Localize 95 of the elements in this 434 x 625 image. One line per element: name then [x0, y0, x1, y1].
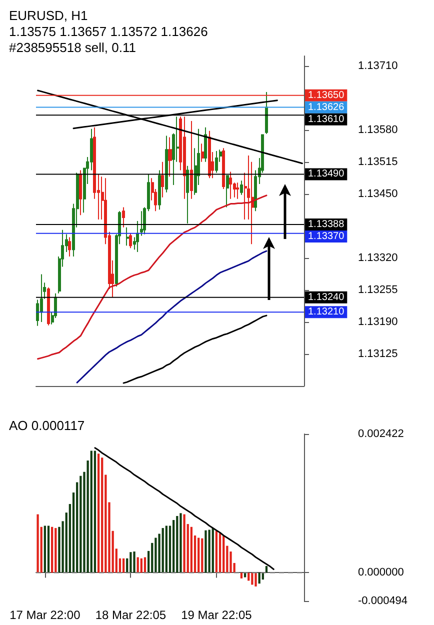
ref-line-label: 1.13388 — [308, 218, 345, 230]
bar — [218, 533, 222, 573]
y-tick-label: 1.13450 — [358, 188, 398, 200]
candlestick — [47, 286, 50, 326]
chart-title: AO 0.000117 — [9, 418, 85, 433]
bar — [240, 572, 243, 578]
candlestick — [158, 170, 161, 210]
line-series — [37, 90, 303, 164]
bar — [176, 516, 178, 573]
y-tick-label: 1.13255 — [358, 284, 398, 296]
candlestick — [229, 171, 232, 200]
bar — [90, 450, 92, 573]
candlestick — [161, 161, 164, 198]
bar — [190, 526, 193, 573]
ref-line-label: 1.13240 — [308, 292, 345, 303]
bar — [154, 538, 157, 573]
bar — [208, 530, 210, 573]
bar — [201, 538, 204, 573]
bar — [248, 572, 250, 581]
bar — [165, 526, 168, 573]
x-tick-label: 17 Mar 22:00 — [10, 608, 81, 622]
ref-line-label: 1.13370 — [308, 230, 345, 242]
bar — [133, 552, 136, 573]
bar — [251, 572, 254, 585]
ref-line-label: 1.13610 — [308, 114, 345, 125]
candlestick — [168, 136, 172, 178]
bar — [204, 530, 207, 573]
y-tick-label: 1.13710 — [358, 60, 398, 72]
y-tick-label: 1.13515 — [358, 156, 398, 168]
candlestick — [129, 232, 132, 249]
bar — [222, 535, 225, 573]
y-tick-label: 0.000000 — [358, 566, 404, 579]
bar — [130, 552, 132, 573]
bar — [136, 557, 139, 573]
line-series — [122, 314, 268, 384]
candlestick — [68, 236, 71, 257]
bar — [94, 450, 96, 573]
bar — [212, 528, 214, 573]
bar — [101, 458, 104, 573]
bar — [254, 572, 257, 586]
candlestick — [226, 175, 229, 208]
candlestick — [236, 182, 239, 200]
line-series — [76, 250, 268, 384]
bar — [180, 513, 182, 573]
text: #238595518 sell, 0.11 — [9, 40, 136, 55]
bar — [51, 526, 54, 573]
bar — [183, 514, 186, 573]
candlestick — [190, 120, 193, 200]
line-series — [94, 447, 274, 570]
bar — [122, 558, 125, 573]
line-series — [37, 194, 268, 360]
chart-subtitle: 1.13575 1.13657 1.13572 1.13626 — [9, 24, 208, 39]
candlestick — [79, 170, 82, 216]
bar — [47, 526, 50, 573]
candlestick — [165, 135, 168, 193]
bar — [198, 538, 200, 573]
x-tick-label: 19 Mar 22:05 — [181, 608, 252, 622]
bar — [144, 557, 146, 573]
bar — [36, 514, 39, 573]
candlestick — [240, 180, 243, 196]
candlestick — [140, 210, 143, 236]
ref-line-label: 1.13626 — [308, 102, 345, 113]
candlestick — [126, 226, 129, 246]
x-tick-label: 18 Mar 22:05 — [95, 608, 166, 622]
bar — [44, 526, 46, 573]
bar — [54, 528, 57, 573]
candlestick — [215, 150, 218, 174]
bar — [244, 572, 246, 578]
candlestick — [40, 274, 43, 322]
candlestick — [204, 126, 207, 162]
ref-line-label: 1.13650 — [308, 90, 345, 101]
candlestick — [265, 91, 268, 134]
candlestick — [201, 143, 204, 162]
candlestick — [222, 148, 225, 190]
candlestick — [186, 165, 189, 224]
y-tick-label: 0.002422 — [358, 428, 404, 440]
bar — [215, 530, 218, 573]
candlestick — [122, 206, 125, 228]
ref-line-label: 1.13210 — [308, 306, 345, 318]
chart-title: EURUSD, H1 — [9, 8, 88, 23]
bar — [172, 520, 175, 573]
candlestick — [183, 116, 186, 200]
y-tick-label: 1.13125 — [358, 348, 398, 360]
y-tick-label: 1.13580 — [358, 124, 398, 136]
candlestick — [136, 220, 139, 253]
bar — [162, 528, 164, 573]
bar — [97, 454, 100, 573]
y-tick-label: -0.000494 — [358, 595, 408, 607]
bar — [258, 572, 260, 584]
candlestick — [208, 130, 211, 179]
y-tick-label: 1.13320 — [358, 252, 398, 264]
ref-line-label: 1.13490 — [308, 168, 345, 180]
bar — [140, 558, 142, 573]
bar — [80, 476, 82, 573]
y-tick-label: 1.13190 — [358, 316, 398, 328]
